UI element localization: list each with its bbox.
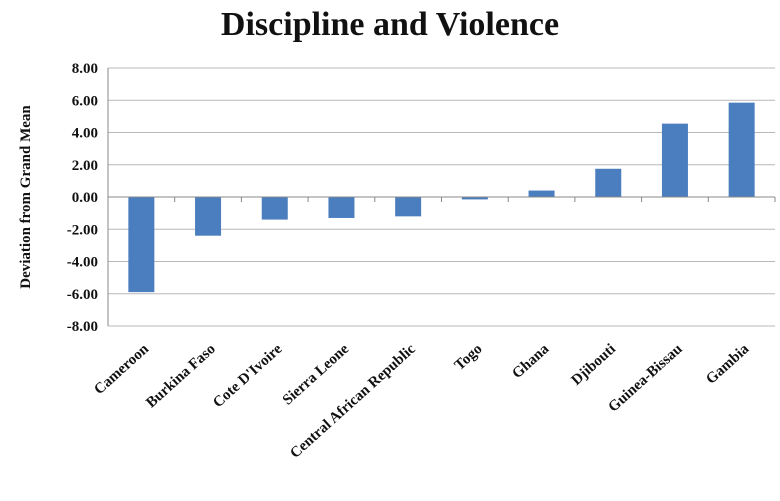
y-tick-label: 4.00 xyxy=(72,126,98,142)
x-tick-label: Burkina Faso xyxy=(143,341,218,411)
y-tick-label: -6.00 xyxy=(67,287,98,303)
bar xyxy=(395,197,422,217)
x-tick-label: Sierra Leone xyxy=(280,341,353,409)
x-tick-label: Cote D'Ivoire xyxy=(210,341,285,411)
chart-title: Discipline and Violence xyxy=(220,6,560,43)
bar xyxy=(261,197,288,220)
y-tick-label: 0.00 xyxy=(72,190,98,206)
bar xyxy=(328,197,355,218)
x-tick-label: Central African Republic xyxy=(287,341,419,462)
bar xyxy=(661,123,688,197)
bar xyxy=(595,168,622,197)
x-tick-label: Cameroon xyxy=(91,341,152,398)
y-axis-label: Deviation from Grand Mean xyxy=(18,105,34,289)
x-tick-label: Djibouti xyxy=(569,341,619,389)
x-tick-label: Ghana xyxy=(509,341,552,382)
y-tick-label: -4.00 xyxy=(67,255,98,271)
y-tick-label: -2.00 xyxy=(67,222,98,238)
y-tick-label: 2.00 xyxy=(72,158,98,174)
x-tick-label: Togo xyxy=(452,341,486,374)
y-tick-label: -8.00 xyxy=(67,319,98,335)
bar xyxy=(128,197,155,293)
bar xyxy=(728,102,755,197)
bar xyxy=(195,197,222,236)
bar xyxy=(528,190,555,197)
y-tick-label: 8.00 xyxy=(72,61,98,77)
x-tick-label: Gambia xyxy=(703,341,752,388)
gridlines xyxy=(108,67,775,327)
y-tick-label: 6.00 xyxy=(72,93,98,109)
bar xyxy=(461,197,488,200)
